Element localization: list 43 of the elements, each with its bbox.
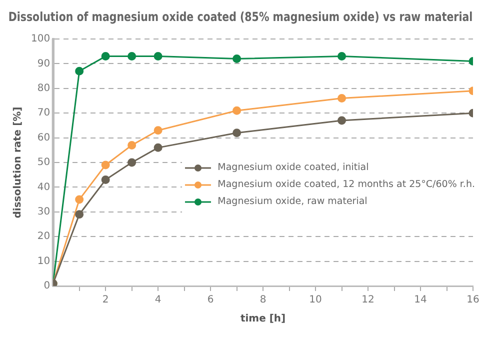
point — [338, 94, 346, 103]
point — [128, 52, 136, 61]
point — [101, 160, 110, 170]
y-tick-label: 30 — [37, 206, 50, 218]
x-tick-label: 12 — [362, 294, 374, 306]
x-axis-title: time [h] — [240, 314, 286, 325]
point — [232, 54, 242, 64]
legend-label: Magnesium oxide, raw material — [218, 196, 368, 207]
y-tick-label: 50 — [37, 157, 50, 168]
y-tick-label: 70 — [37, 108, 50, 119]
legend-label: Magnesium oxide coated, initial — [218, 162, 369, 173]
point — [338, 116, 346, 125]
point — [128, 158, 136, 167]
y-tick-label: 10 — [37, 256, 50, 267]
point — [338, 52, 346, 61]
chart-title: Dissolution of magnesium oxide coated (85% magnesium oxide) vs raw material — [8, 8, 473, 24]
x-tick-label: 2 — [102, 294, 109, 306]
x-tick-label: 6 — [207, 294, 214, 306]
point — [101, 52, 110, 61]
y-axis-title: dissolution rate [%] — [12, 106, 24, 218]
point — [154, 52, 162, 61]
x-tick-label: 16 — [466, 294, 480, 306]
point — [75, 210, 84, 219]
y-tick-label: 90 — [37, 58, 50, 70]
y-tick-label: 60 — [37, 132, 50, 144]
x-tick-label: 4 — [154, 294, 162, 306]
y-tick-label: 80 — [37, 82, 50, 94]
point — [154, 126, 162, 135]
point — [101, 176, 110, 184]
y-tick-label: 0 — [44, 280, 50, 292]
x-tick-label: 8 — [260, 294, 266, 306]
point — [75, 195, 84, 204]
point — [154, 143, 162, 152]
y-tick-label: 40 — [37, 182, 50, 193]
point — [75, 66, 84, 76]
x-tick-label: 14 — [414, 294, 427, 306]
y-tick-label: 20 — [37, 231, 50, 242]
point — [232, 106, 242, 115]
x-tick-label: 10 — [309, 294, 322, 306]
legend-label: Magnesium oxide coated, 12 months at 25°C/60% r.h. — [218, 179, 475, 190]
point — [128, 140, 136, 150]
y-tick-label: 100 — [30, 34, 50, 45]
point — [232, 128, 242, 138]
